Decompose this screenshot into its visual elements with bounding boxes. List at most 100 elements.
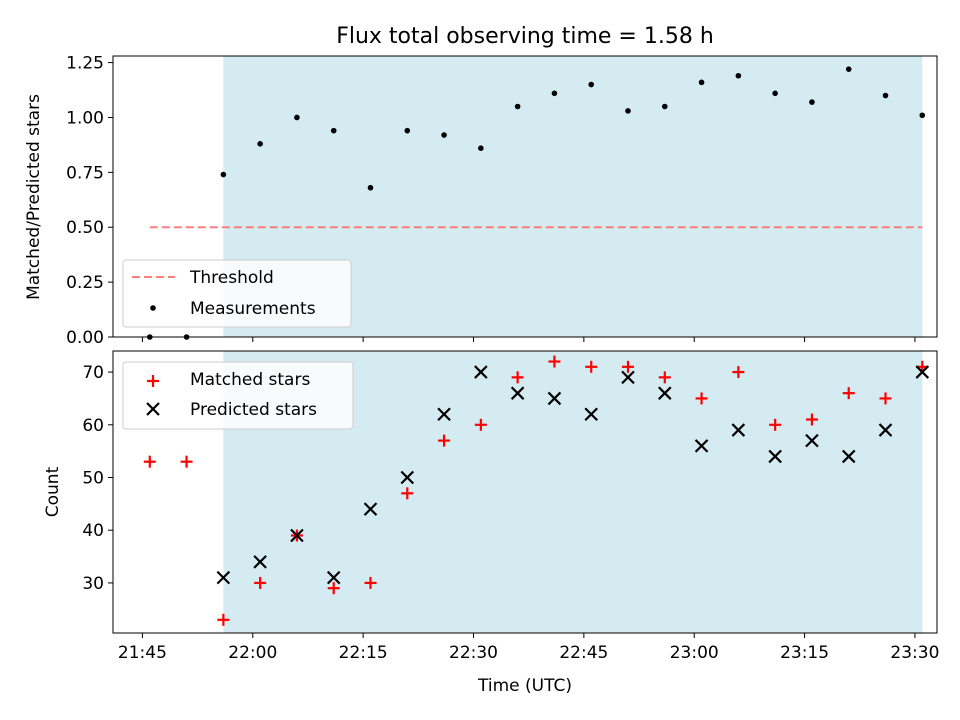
bottom-y-tick-label: 50 xyxy=(82,469,104,489)
bottom-legend-box xyxy=(122,361,354,430)
predicted-point xyxy=(731,423,746,437)
x-tick-label: 23:30 xyxy=(890,643,939,663)
predicted-point xyxy=(805,433,819,448)
measurement-point xyxy=(698,79,705,86)
predicted-point xyxy=(363,502,378,516)
bottom-legend: Matched stars Predicted stars xyxy=(122,361,354,430)
predicted-point xyxy=(474,365,488,379)
matched-point xyxy=(585,360,598,373)
measurement-point xyxy=(257,141,263,147)
chart-title: Flux total observing time = 1.58 h xyxy=(336,24,714,49)
predicted-point xyxy=(400,470,415,485)
predicted-point xyxy=(878,423,893,437)
measurement-point xyxy=(441,132,447,138)
measurement-point xyxy=(514,103,521,110)
measurement-point xyxy=(919,112,926,119)
legend-matched-swatch xyxy=(147,375,159,387)
predicted-point xyxy=(290,528,304,543)
x-tick-label: 22:30 xyxy=(449,643,498,663)
measurement-point xyxy=(625,108,631,114)
x-tick-label: 22:15 xyxy=(339,643,388,663)
matched-point xyxy=(474,418,487,431)
measurement-point xyxy=(330,127,337,134)
legend-measurements-swatch xyxy=(150,305,156,311)
top-legend-box xyxy=(122,259,352,328)
predicted-point xyxy=(510,386,525,400)
bottom-y-tick-label: 60 xyxy=(82,416,104,436)
top-y-ticks: 0.00 0.25 0.50 0.75 1.00 1.25 xyxy=(66,54,113,348)
measurement-point xyxy=(735,72,742,79)
predicted-point xyxy=(216,570,231,585)
measurement-point xyxy=(404,127,411,134)
matched-point xyxy=(769,418,782,431)
bottom-y-tick-label: 70 xyxy=(82,363,104,383)
matched-point xyxy=(438,434,451,447)
predicted-point xyxy=(621,370,635,385)
legend-measurements-label: Measurements xyxy=(190,299,316,319)
measurement-point xyxy=(220,171,227,178)
legend-matched-label: Matched stars xyxy=(190,370,310,390)
predicted-point xyxy=(326,570,341,585)
matched-point xyxy=(805,413,818,426)
predicted-point xyxy=(437,407,451,422)
bottom-x-ticks: 21:45 22:00 22:15 22:30 22:45 23:00 23:15 23:30 xyxy=(118,633,939,663)
measurement-point xyxy=(294,114,300,121)
top-panel: 0.00 0.25 0.50 0.75 1.00 1.25 Matched/Predict… xyxy=(24,54,938,348)
measurement-point xyxy=(551,90,558,97)
matched-point xyxy=(732,366,745,379)
x-tick-label: 22:45 xyxy=(559,643,608,663)
predicted-point xyxy=(694,439,709,453)
x-tick-label: 22:00 xyxy=(228,643,277,663)
top-y-tick-label: 0.25 xyxy=(66,273,104,293)
matched-point xyxy=(254,576,267,589)
matched-point xyxy=(879,392,892,405)
x-tick-label: 21:45 xyxy=(118,643,167,663)
counts-layer xyxy=(143,355,930,626)
predicted-point xyxy=(253,555,267,569)
measurement-point xyxy=(882,92,889,99)
measurement-point xyxy=(845,66,852,72)
matched-point xyxy=(217,613,230,626)
bottom-y-tick-label: 40 xyxy=(82,521,104,541)
top-y-axis-label: Matched/Predicted stars xyxy=(24,94,44,300)
matched-point xyxy=(548,355,561,368)
measurement-point xyxy=(772,90,778,97)
matched-point xyxy=(658,371,671,384)
top-y-tick-label: 0.50 xyxy=(66,218,104,238)
bottom-panel: 30 40 50 60 70 21:45 22:00 22:15 22:30 22:45 23:0… xyxy=(43,350,939,696)
matched-point xyxy=(143,455,156,468)
top-axes-frame xyxy=(112,55,938,338)
matched-point xyxy=(622,360,634,373)
matched-point xyxy=(695,392,708,405)
legend-predicted-swatch xyxy=(146,402,160,416)
measurement-point xyxy=(367,184,374,191)
predicted-point xyxy=(915,365,930,379)
matched-point xyxy=(327,582,340,595)
bottom-y-ticks: 30 40 50 60 70 xyxy=(82,363,113,594)
matched-point xyxy=(364,576,377,589)
legend-threshold-label: Threshold xyxy=(189,268,274,288)
measurement-point xyxy=(809,99,815,105)
matched-point xyxy=(180,455,193,468)
top-legend: Threshold Measurements xyxy=(122,259,352,328)
predicted-point xyxy=(584,407,598,422)
bottom-y-tick-label: 30 xyxy=(82,574,104,594)
matched-point xyxy=(511,371,524,384)
top-x-ticks xyxy=(141,337,916,342)
top-y-tick-label: 1.00 xyxy=(66,108,104,128)
predicted-point xyxy=(768,449,782,464)
bottom-axes-frame xyxy=(112,350,938,634)
measurement-point xyxy=(588,81,595,88)
matched-point xyxy=(842,387,855,400)
x-axis-label: Time (UTC) xyxy=(477,676,572,696)
predicted-point xyxy=(658,386,672,400)
measurements-layer xyxy=(146,66,926,340)
x-tick-label: 23:00 xyxy=(670,643,719,663)
measurement-point xyxy=(661,103,668,110)
matched-point xyxy=(401,487,414,500)
predicted-point xyxy=(841,449,856,464)
top-y-tick-label: 1.25 xyxy=(66,54,104,74)
bottom-y-axis-label: Count xyxy=(43,466,63,517)
legend-predicted-label: Predicted stars xyxy=(190,400,317,420)
